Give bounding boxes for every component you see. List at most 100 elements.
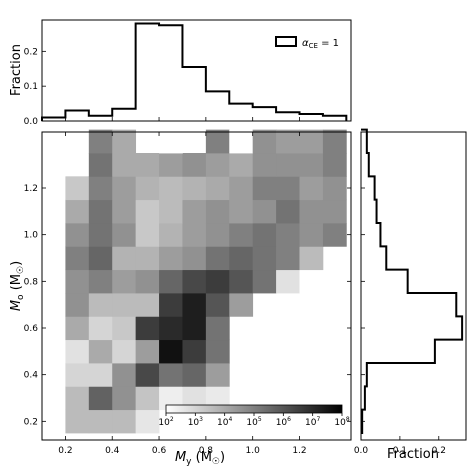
right-x-tick-label: 0.2 <box>432 446 446 456</box>
heatmap-cell <box>299 153 324 177</box>
heatmap-cell <box>112 386 137 411</box>
x-tick-label: 0.6 <box>152 446 167 456</box>
heatmap-cell <box>65 316 90 341</box>
y-tick-label: 1.2 <box>24 184 38 194</box>
heatmap-cell <box>88 269 113 294</box>
heatmap-cell <box>112 153 137 177</box>
x-tick-label: 1.0 <box>246 446 261 456</box>
heatmap-cell <box>299 269 324 294</box>
heatmap-cell <box>182 339 207 364</box>
x-tick-label: 0.2 <box>58 446 72 456</box>
heatmap-cell <box>205 386 230 411</box>
heatmap-cell <box>205 316 230 341</box>
heatmap-cell <box>276 176 300 201</box>
heatmap-cell <box>159 363 183 387</box>
colorbar-bar <box>165 404 343 414</box>
colorbar-tick-label: 104 <box>217 416 232 428</box>
heatmap-cell <box>159 316 183 341</box>
x-tick-label: 1.2 <box>292 446 306 456</box>
heatmap-cell <box>299 223 324 247</box>
heatmap-cell <box>276 246 300 271</box>
heatmap-cell <box>88 246 113 271</box>
heatmap-cell <box>229 153 254 177</box>
heatmap-cell <box>182 176 207 201</box>
heatmap-cell <box>229 223 254 247</box>
heatmap-cell <box>182 386 207 411</box>
heatmap-cell <box>135 246 160 271</box>
heatmap-cell <box>276 223 300 247</box>
heatmap-cell <box>88 199 113 224</box>
heatmap-cell <box>112 269 137 294</box>
heatmap-cell <box>65 269 90 294</box>
heatmap-cell <box>205 199 230 224</box>
heatmap-cell <box>65 293 90 317</box>
heatmap-cell <box>182 223 207 247</box>
heatmap-cell <box>65 409 90 434</box>
heatmap-cell <box>182 246 207 271</box>
heatmap-cell <box>322 223 347 247</box>
heatmap-cell <box>322 199 347 224</box>
heatmap-cell <box>112 223 137 247</box>
heatmap-cell <box>112 246 137 271</box>
heatmap-cell <box>135 386 160 411</box>
heatmap-cell <box>252 246 277 271</box>
right-histogram-panel: 0.0 0.1 0.2 Fraction <box>354 128 467 462</box>
heatmap-cell <box>159 129 183 154</box>
legend: αCE = 1 <box>275 36 339 50</box>
main-axes-frame <box>41 131 352 441</box>
heatmap-cell <box>276 269 300 294</box>
top-y-tick-label: 0.0 <box>24 117 39 127</box>
heatmap-cell <box>322 269 347 294</box>
heatmap-cell <box>299 176 324 201</box>
heatmap-cell <box>159 293 183 317</box>
right-xlabel: Fraction <box>387 447 439 462</box>
heatmap-cell <box>276 199 300 224</box>
heatmap-cell <box>159 223 183 247</box>
y-tick-label: 0.8 <box>24 277 39 287</box>
heatmap-cell <box>112 339 137 364</box>
heatmap-cell <box>252 223 277 247</box>
heatmap-cell <box>159 176 183 201</box>
heatmap-cell <box>159 269 183 294</box>
heatmap-cell <box>135 316 160 341</box>
heatmap-cell <box>159 339 183 364</box>
heatmap-cell <box>65 363 90 387</box>
heatmap-cell <box>252 269 277 294</box>
heatmap-cell <box>135 153 160 177</box>
heatmap-cell <box>112 409 137 434</box>
heatmap-cell <box>182 316 207 341</box>
heatmap-cell <box>88 153 113 177</box>
heatmap-cell <box>322 176 347 201</box>
heatmap-cell <box>299 246 324 271</box>
main-xlabel: My (M☉) <box>175 450 225 467</box>
heatmap-cell <box>229 269 254 294</box>
heatmap-cell <box>135 363 160 387</box>
top-histogram-panel: 0.0 0.1 0.2 Fraction αCE = 1 <box>9 19 352 127</box>
heatmap-cell <box>276 129 300 154</box>
colorbar-tick-label: 102 <box>158 416 173 428</box>
y-tick-label: 0.2 <box>24 417 38 427</box>
x-tick-label: 0.8 <box>199 446 214 456</box>
heatmap-cell <box>88 176 113 201</box>
heatmap-cell <box>205 129 230 154</box>
heatmap-cell <box>205 223 230 247</box>
heatmap-cell <box>65 246 90 271</box>
heatmap-cell <box>322 153 347 177</box>
top-y-tick-label: 0.2 <box>24 47 38 57</box>
colorbar-tick-label: 103 <box>188 416 203 428</box>
heatmap-cell <box>205 363 230 387</box>
heatmap-cell <box>135 199 160 224</box>
heatmap-cell <box>299 129 324 154</box>
heatmap-cell <box>135 176 160 201</box>
heatmap-cell <box>88 386 113 411</box>
heatmap-cell <box>88 223 113 247</box>
heatmap-cell <box>205 246 230 271</box>
heatmap-cell <box>159 246 183 271</box>
heatmap-cell <box>205 269 230 294</box>
heatmap-cell <box>159 153 183 177</box>
heatmap-cell <box>88 339 113 364</box>
heatmap-cell <box>322 129 347 154</box>
heatmap-cell <box>88 409 113 434</box>
heatmap-cell <box>88 363 113 387</box>
